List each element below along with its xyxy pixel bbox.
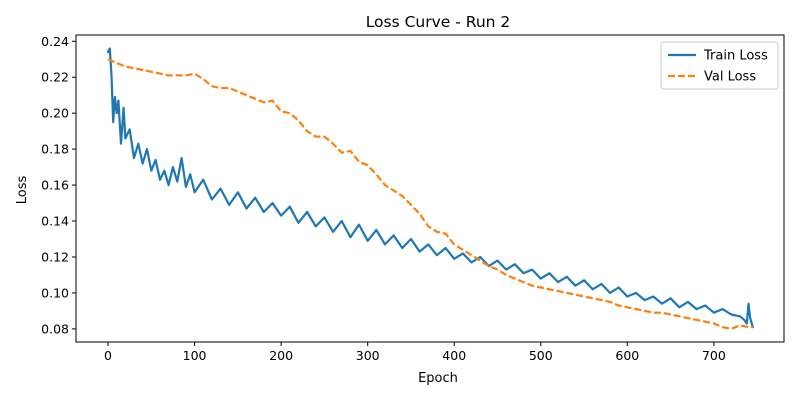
x-tick-label: 300 <box>356 348 380 363</box>
x-axis-label: Epoch <box>418 371 458 386</box>
y-axis: 0.08 0.10 0.12 0.14 0.16 0.18 0.20 0.22 0.24 <box>41 34 76 336</box>
y-tick-label: 0.16 <box>41 178 69 193</box>
x-axis: 0 100 200 300 400 500 600 700 <box>104 342 726 363</box>
legend-box <box>660 41 779 90</box>
y-tick-label: 0.22 <box>41 70 69 85</box>
x-tick-label: 400 <box>442 348 466 363</box>
plot-frame <box>75 34 785 343</box>
y-axis-label: Loss <box>15 176 30 205</box>
legend: Train Loss Val Loss <box>660 41 779 90</box>
y-tick-label: 0.18 <box>41 142 69 157</box>
y-tick-label: 0.10 <box>41 285 69 300</box>
x-tick-label: 600 <box>615 348 639 363</box>
plot-area <box>75 34 785 343</box>
x-tick-label: 200 <box>269 348 293 363</box>
val-loss-line <box>107 58 753 330</box>
y-tick-label: 0.12 <box>41 249 69 264</box>
chart-title: Loss Curve - Run 2 <box>366 13 511 31</box>
y-tick-label: 0.14 <box>41 214 69 229</box>
train-loss-line <box>106 47 754 329</box>
legend-val-label: Val Loss <box>704 70 756 85</box>
legend-train-label: Train Loss <box>703 49 768 64</box>
x-tick-label: 700 <box>702 348 726 363</box>
x-tick-label: 500 <box>529 348 553 363</box>
x-tick-label: 100 <box>183 348 207 363</box>
x-tick-label: 0 <box>104 348 112 363</box>
y-tick-label: 0.24 <box>41 34 69 49</box>
y-tick-label: 0.20 <box>41 106 69 121</box>
y-tick-label: 0.08 <box>41 321 69 336</box>
